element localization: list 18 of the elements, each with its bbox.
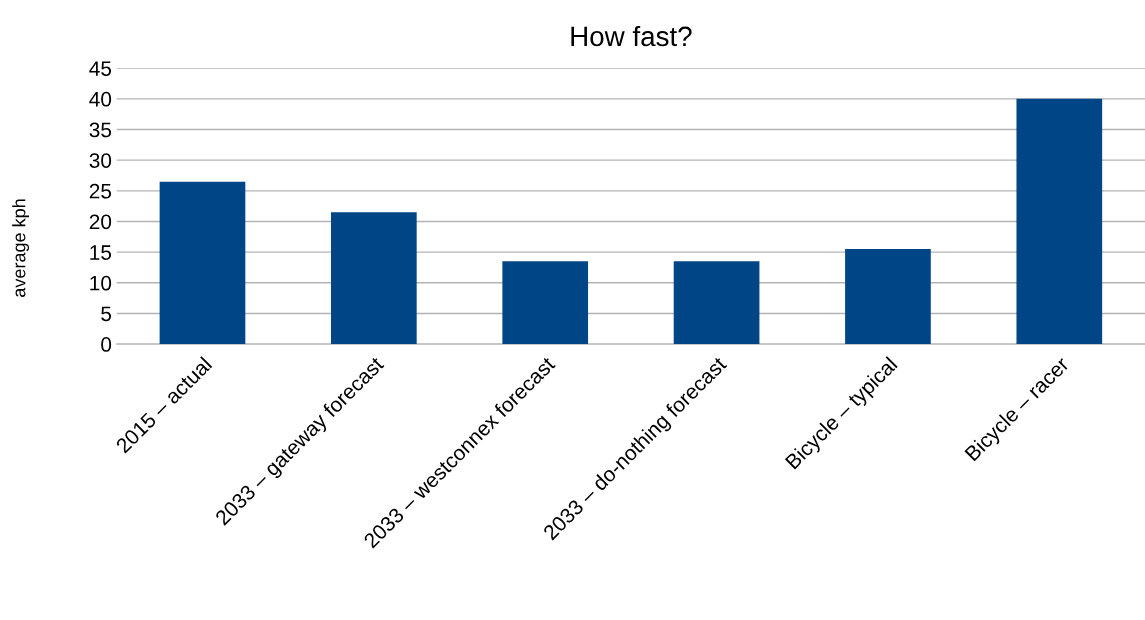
y-tick-label: 25 bbox=[89, 183, 112, 199]
y-tick-label: 15 bbox=[90, 245, 112, 260]
bar bbox=[159, 181, 246, 345]
y-tick-label: 40 bbox=[89, 91, 112, 107]
y-tick-label: 30 bbox=[89, 153, 112, 168]
y-tick-label: 0 bbox=[101, 337, 112, 352]
bar bbox=[845, 249, 931, 345]
bar bbox=[1016, 98, 1103, 345]
y-tick-label: 35 bbox=[89, 122, 112, 138]
chart-title: How fast? bbox=[571, 25, 692, 47]
bar bbox=[502, 261, 589, 345]
y-tick-label: 10 bbox=[90, 275, 112, 291]
y-tick-label: 20 bbox=[89, 214, 112, 230]
bar bbox=[673, 261, 760, 345]
bar bbox=[331, 212, 417, 345]
y-axis-title: average kph bbox=[12, 199, 30, 297]
y-tick-label: 5 bbox=[101, 306, 112, 322]
y-tick-label: 45 bbox=[89, 61, 112, 76]
